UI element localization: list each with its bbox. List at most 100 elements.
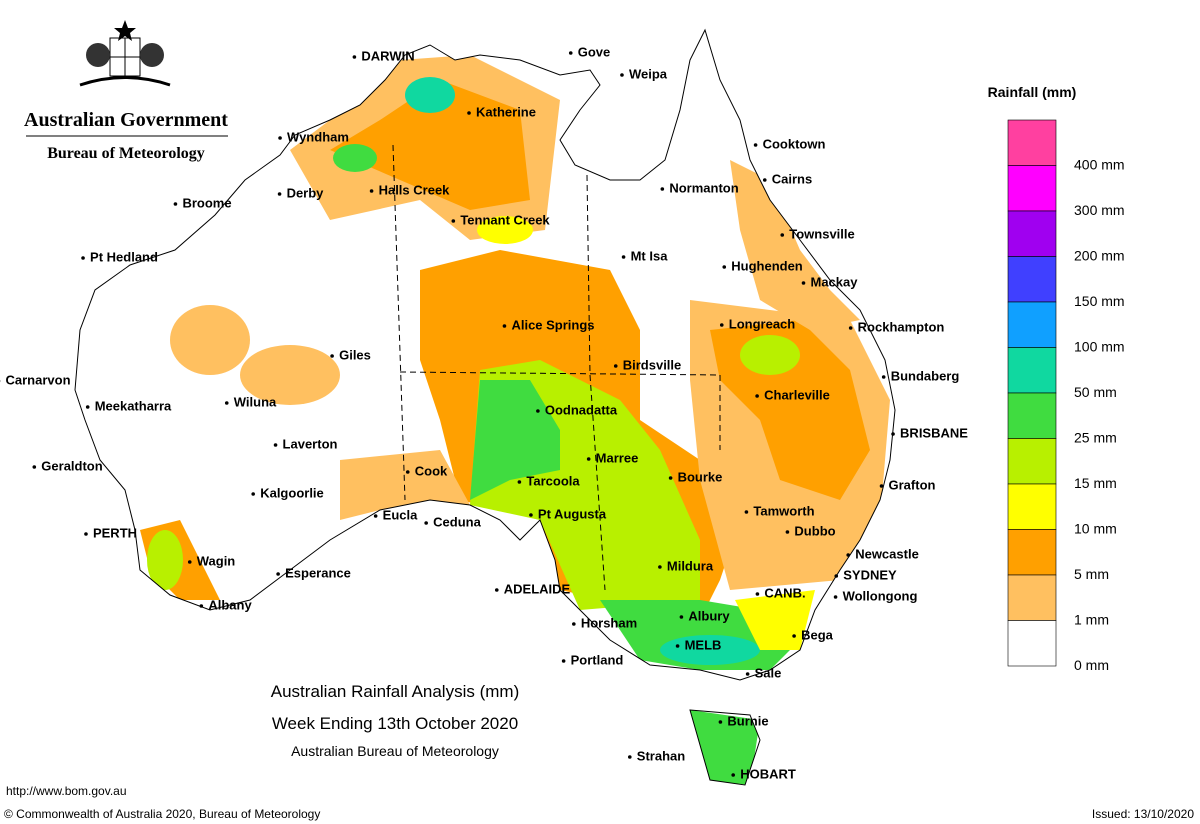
place-label: DARWIN xyxy=(361,48,414,63)
place-dot xyxy=(755,394,759,398)
place-label: Marree xyxy=(596,450,639,465)
legend-swatch xyxy=(1007,119,1057,166)
place-label: Oodnadatta xyxy=(545,402,618,417)
place-dot xyxy=(32,465,37,469)
place-label: Pt Hedland xyxy=(90,249,158,264)
place-label: Alice Springs xyxy=(511,317,594,332)
place-label: Wagin xyxy=(197,553,236,568)
place-dot xyxy=(668,476,673,480)
place-label: Tennant Creek xyxy=(460,212,550,227)
title-line-2: Week Ending 13th October 2020 xyxy=(272,714,518,733)
place-dot xyxy=(224,401,229,405)
place-label: SYDNEY xyxy=(843,567,897,582)
place-dot xyxy=(658,565,662,569)
legend-title: Rainfall (mm) xyxy=(988,84,1077,100)
legend-label: 25 mm xyxy=(1074,430,1117,446)
place-label: Townsville xyxy=(789,226,855,241)
legend-label: 300 mm xyxy=(1074,202,1125,218)
place-dot xyxy=(881,375,886,379)
place-dot xyxy=(536,409,540,413)
place-dot xyxy=(330,354,334,358)
legend-label: 0 mm xyxy=(1074,657,1109,673)
place-dot xyxy=(451,219,456,223)
legend-swatch xyxy=(1007,256,1057,303)
place-dot xyxy=(722,265,727,269)
legend-label: 15 mm xyxy=(1074,475,1117,491)
place-label: Giles xyxy=(339,347,371,362)
place-label: Carnarvon xyxy=(5,372,70,387)
place-label: Bundaberg xyxy=(891,368,960,383)
place-label: Wiluna xyxy=(234,394,277,409)
place-dot xyxy=(627,755,632,759)
place-dot xyxy=(369,189,374,193)
place-label: Geraldton xyxy=(41,458,102,473)
place-dot xyxy=(586,457,591,461)
place-dot xyxy=(613,364,618,368)
place-dot xyxy=(199,604,204,608)
place-dot xyxy=(719,323,724,327)
place-dot xyxy=(780,233,785,237)
place-dot xyxy=(891,432,895,436)
place-dot xyxy=(620,73,624,77)
place-label: Sale xyxy=(755,665,782,680)
legend-swatch xyxy=(1007,165,1057,212)
place-dot xyxy=(848,326,853,330)
legend-swatch xyxy=(1007,620,1057,667)
place-label: Cairns xyxy=(772,171,812,186)
place-label: Meekatharra xyxy=(95,398,172,413)
place-label: ADELAIDE xyxy=(504,581,571,596)
place-dot xyxy=(424,521,428,525)
place-dot xyxy=(572,622,576,626)
place-dot xyxy=(745,672,750,676)
place-dot xyxy=(84,532,88,536)
place-label: Hughenden xyxy=(731,258,803,273)
title-line-3: Australian Bureau of Meteorology xyxy=(291,743,499,759)
place-dot xyxy=(731,773,735,777)
place-label: Tamworth xyxy=(753,503,814,518)
place-dot xyxy=(467,111,471,115)
place-dot xyxy=(879,484,884,488)
place-dot xyxy=(173,202,178,206)
place-label: CANB. xyxy=(764,585,805,600)
place-label: PERTH xyxy=(93,525,137,540)
title-line-1: Australian Rainfall Analysis (mm) xyxy=(271,682,519,701)
place-label: Mildura xyxy=(667,558,714,573)
agency: Australian Government xyxy=(24,109,228,131)
place-label: Cooktown xyxy=(763,136,826,151)
place-label: Kalgoorlie xyxy=(260,485,324,500)
place-label: Tarcoola xyxy=(526,473,580,488)
place-label: Derby xyxy=(287,185,325,200)
place-dot xyxy=(846,553,851,557)
place-dot xyxy=(833,595,838,599)
place-dot xyxy=(502,324,507,328)
place-dot xyxy=(517,480,522,484)
place-label: Wyndham xyxy=(287,129,349,144)
place-dot xyxy=(276,572,280,576)
place-label: MELB xyxy=(685,637,722,652)
url: http://www.bom.gov.au xyxy=(6,784,127,798)
legend-label: 100 mm xyxy=(1074,339,1125,355)
place-label: Pt Augusta xyxy=(538,506,607,521)
state-borders xyxy=(392,144,721,591)
place-label: Normanton xyxy=(669,180,738,195)
place-dot xyxy=(834,574,839,578)
place-dot xyxy=(278,136,282,140)
place-dot xyxy=(755,592,760,596)
legend-swatch xyxy=(1007,529,1057,576)
place-label: Rockhampton xyxy=(858,319,945,334)
place-label: BRISBANE xyxy=(900,425,968,440)
legend-label: 150 mm xyxy=(1074,293,1125,309)
place-dot xyxy=(568,51,573,55)
place-labels: DARWIN Gove Weipa Katherine Wyndham Cooktown B… xyxy=(0,44,968,781)
place-label: Dubbo xyxy=(794,523,835,538)
place-dot xyxy=(277,192,282,196)
issued: Issued: 13/10/2020 xyxy=(1092,807,1194,821)
place-label: Eucla xyxy=(383,507,418,522)
place-dot xyxy=(373,514,378,518)
place-label: Newcastle xyxy=(855,546,919,561)
place-label: Katherine xyxy=(476,104,536,119)
legend-label: 1 mm xyxy=(1074,612,1109,628)
coastline xyxy=(74,28,896,786)
place-label: Strahan xyxy=(637,748,685,763)
